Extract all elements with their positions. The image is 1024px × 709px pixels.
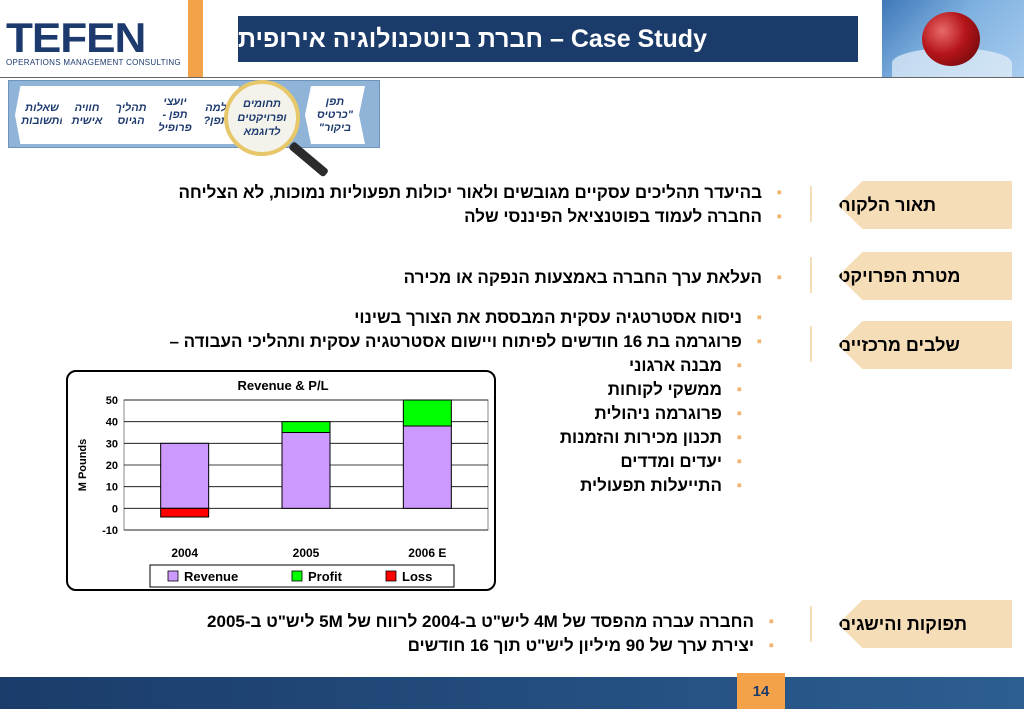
bullet-item: בהיעדר תהליכים עסקיים מגובשים ולאור יכול… [178, 181, 784, 205]
chart-legend-swatch-loss [385, 570, 397, 582]
sub-bullet-item: ממשקי לקוחות [560, 378, 744, 402]
page-number-text: 14 [752, 682, 770, 700]
sub-bullet-item: יעדים ומדדים [560, 450, 744, 474]
label-client-description: תאור הלקוח [838, 181, 1012, 229]
chart-legend-label: Loss [402, 569, 432, 584]
process-step-consultant-profile[interactable]: יועצי תפן - פרופיל [149, 86, 201, 144]
bullet-continuation: החברה לעמוד בפוטנציאל הפיננסי שלה [178, 205, 784, 229]
chart-legend-swatch-revenue [167, 570, 179, 582]
chart-x-tick-label: 2006 E [408, 546, 446, 560]
logo-subtitle: OPERATIONS MANAGEMENT CONSULTING [6, 58, 181, 67]
revenue-chart: Revenue & P/L M Pounds -10 0 10 20 30 40 50 2004 2… [66, 370, 496, 591]
chart-y-tick-label: 40 [106, 417, 118, 429]
chart-y-tick-label: 0 [112, 503, 118, 515]
sub-bullet-item: מבנה ארגוני [560, 354, 744, 378]
chart-x-tick-label: 2004 [171, 546, 198, 560]
process-step-label: יועצי תפן - פרופיל [158, 95, 192, 134]
chart-bar-revenue [160, 442, 210, 509]
chart-y-tick-label: 10 [106, 482, 118, 494]
section-separator [810, 326, 812, 362]
chart-y-tick-label: 30 [106, 438, 118, 450]
label-key-stages: שלבים מרכזיים [838, 321, 1012, 369]
goal-bullets: העלאת ערך החברה באמצעות הנפקה או מכירה [404, 266, 784, 290]
chart-bar-revenue [402, 425, 452, 509]
section-separator [810, 186, 812, 222]
tefen-logo: TEFEN OPERATIONS MANAGEMENT CONSULTING [6, 17, 186, 68]
apple-in-hand-image [882, 0, 1024, 77]
chart-y-axis-label: M Pounds [77, 439, 89, 492]
label-text: שלבים מרכזיים [838, 334, 960, 355]
bullet-item: החברה עברה מהפסד של 4M ליש"ט ב-2004 לרוו… [207, 610, 776, 634]
process-step-experience[interactable]: חוויה אישית [61, 86, 113, 144]
process-step-label: תהליך הגיוס [115, 102, 147, 127]
apple-shape [922, 12, 980, 66]
bullet-item: העלאת ערך החברה באמצעות הנפקה או מכירה [404, 266, 784, 290]
steps-bullets: ניסוח אסטרטגיה עסקית המבססת את הצורך בשי… [169, 306, 764, 354]
header-accent-strip [188, 0, 203, 77]
process-step-qa[interactable]: שאלות ותשובות [15, 86, 69, 144]
chart-title: Revenue & P/L [237, 378, 328, 393]
results-bullets: החברה עברה מהפסד של 4M ליש"ט ב-2004 לרוו… [207, 610, 776, 658]
chart-bar-profit [281, 421, 331, 434]
footer-bar [0, 677, 1024, 709]
chart-bar-revenue [281, 432, 331, 509]
chart-y-tick-label: 50 [106, 395, 118, 407]
chart-bar-loss [160, 507, 210, 518]
process-step-business-card[interactable]: תפן "כרטיס ביקור" [305, 86, 365, 144]
label-text: תאור הלקוח [838, 194, 937, 215]
sub-bullet-item: פרוגרמה ניהולית [560, 402, 744, 426]
chart-legend-swatch-profit [291, 570, 303, 582]
chart-x-tick-label: 2005 [293, 546, 320, 560]
process-step-recruitment[interactable]: תהליך הגיוס [105, 86, 157, 144]
process-navigation: שאלות ותשובות חוויה אישית תהליך הגיוס יו… [8, 80, 380, 148]
label-text: תפוקות והישגים [838, 613, 968, 634]
chart-legend-label: Revenue [184, 569, 238, 584]
label-project-goal: מטרת הפרויקט [838, 252, 1012, 300]
chart-legend-label: Profit [308, 569, 343, 584]
slide-title: Case Study – חברת ביוטכנולוגיה אירופית [238, 16, 858, 62]
process-step-label: תחומים ופרויקטים לדוגמא [237, 98, 287, 138]
process-step-label: למה תפן? [203, 102, 229, 127]
steps-sub-bullets: מבנה ארגוני ממשקי לקוחות פרוגרמה ניהולית… [560, 354, 744, 498]
chart-svg: Revenue & P/L M Pounds -10 0 10 20 30 40 50 2004 2… [77, 378, 489, 588]
section-separator [810, 606, 812, 642]
process-step-label: חוויה אישית [71, 102, 103, 127]
slide-title-text: Case Study – חברת ביוטכנולוגיה אירופית [238, 24, 707, 53]
sub-bullet-item: התייעלות תפעולית [560, 474, 744, 498]
process-step-label: תפן "כרטיס ביקור" [317, 95, 353, 134]
client-bullets: בהיעדר תהליכים עסקיים מגובשים ולאור יכול… [178, 181, 784, 229]
bullet-item: יצירת ערך של 90 מיליון ליש"ט תוך 16 חודש… [207, 634, 776, 658]
process-step-label: שאלות ותשובות [21, 102, 63, 127]
bullet-item: ניסוח אסטרטגיה עסקית המבססת את הצורך בשי… [169, 306, 764, 330]
label-text: מטרת הפרויקט [838, 265, 961, 286]
bullet-continuation-text: החברה לעמוד בפוטנציאל הפיננסי שלה [464, 207, 762, 226]
chart-y-tick-label: 20 [106, 460, 118, 472]
label-results: תפוקות והישגים [838, 600, 1012, 648]
process-step-examples-magnifier[interactable]: תחומים ופרויקטים לדוגמא [224, 80, 300, 156]
chart-bar-profit [402, 399, 452, 427]
section-separator [810, 257, 812, 293]
chart-y-tick-label: -10 [102, 525, 118, 537]
header-divider [0, 77, 1024, 78]
logo-main-text: TEFEN [6, 14, 146, 61]
bullet-item: פרוגרמה בת 16 חודשים לפיתוח ויישום אסטרט… [169, 330, 764, 354]
page-number: 14 [737, 673, 785, 709]
sub-bullet-item: תכנון מכירות והזמנות [560, 426, 744, 450]
